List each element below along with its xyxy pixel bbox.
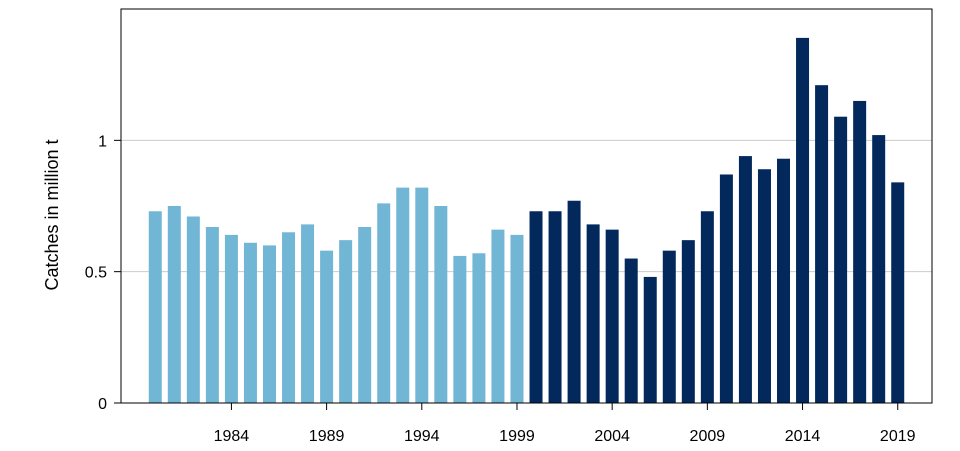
bars — [148, 37, 905, 404]
bar-1998 — [491, 229, 505, 403]
x-tick-label: 2014 — [785, 428, 821, 445]
bar-1996 — [453, 255, 467, 403]
bar-2019 — [891, 182, 905, 403]
plot-frame — [120, 8, 933, 404]
bar-1984 — [224, 234, 238, 403]
bar-1991 — [358, 227, 372, 403]
x-tick-label: 2019 — [880, 428, 916, 445]
bar-2008 — [681, 240, 695, 403]
bar-2009 — [700, 211, 714, 403]
bar-2000 — [529, 211, 543, 403]
gridlines — [121, 139, 932, 273]
bar-2001 — [548, 211, 562, 403]
bar-1983 — [205, 227, 219, 403]
bar-1985 — [243, 242, 257, 403]
x-tick-label: 1999 — [499, 428, 535, 445]
bar-2010 — [719, 174, 733, 403]
bar-2012 — [757, 169, 771, 403]
bar-1990 — [339, 240, 353, 403]
bar-1987 — [282, 232, 296, 403]
bar-1981 — [167, 206, 181, 403]
bar-1995 — [434, 206, 448, 403]
y-tick-label: 1 — [98, 133, 107, 150]
bar-2018 — [872, 135, 886, 403]
bar-1989 — [320, 250, 334, 403]
y-tick-label: 0.5 — [85, 265, 107, 282]
bar-1992 — [377, 203, 391, 403]
y-axis-title: Catches in million t — [42, 139, 62, 290]
bar-2004 — [605, 229, 619, 403]
y-tick-label: 0 — [98, 396, 107, 413]
bar-1997 — [472, 253, 486, 403]
bar-2015 — [815, 85, 829, 403]
bar-2006 — [643, 276, 657, 403]
axes — [114, 8, 933, 410]
x-tick-label: 1984 — [214, 428, 250, 445]
x-tick-label: 1989 — [309, 428, 345, 445]
bar-1999 — [510, 234, 524, 403]
bar-2014 — [796, 37, 810, 403]
bar-1988 — [301, 224, 315, 403]
x-tick-label: 1994 — [404, 428, 440, 445]
bar-2005 — [624, 258, 638, 403]
bar-2017 — [853, 100, 867, 403]
bar-1980 — [148, 211, 162, 403]
bar-1986 — [262, 245, 276, 403]
bar-2002 — [567, 200, 581, 403]
bar-1993 — [396, 187, 410, 403]
tick-labels: 0 0.5 1 1984 1989 1994 1999 2004 2009 2014 2019 — [85, 133, 916, 445]
bar-1982 — [186, 216, 200, 403]
bar-1994 — [415, 187, 429, 403]
bar-2016 — [834, 116, 848, 404]
x-tick-label: 2009 — [690, 428, 726, 445]
x-tick-label: 2004 — [594, 428, 630, 445]
bar-2013 — [777, 158, 791, 403]
bar-2007 — [662, 250, 676, 403]
bar-2003 — [586, 224, 600, 403]
bar-2011 — [738, 156, 752, 403]
